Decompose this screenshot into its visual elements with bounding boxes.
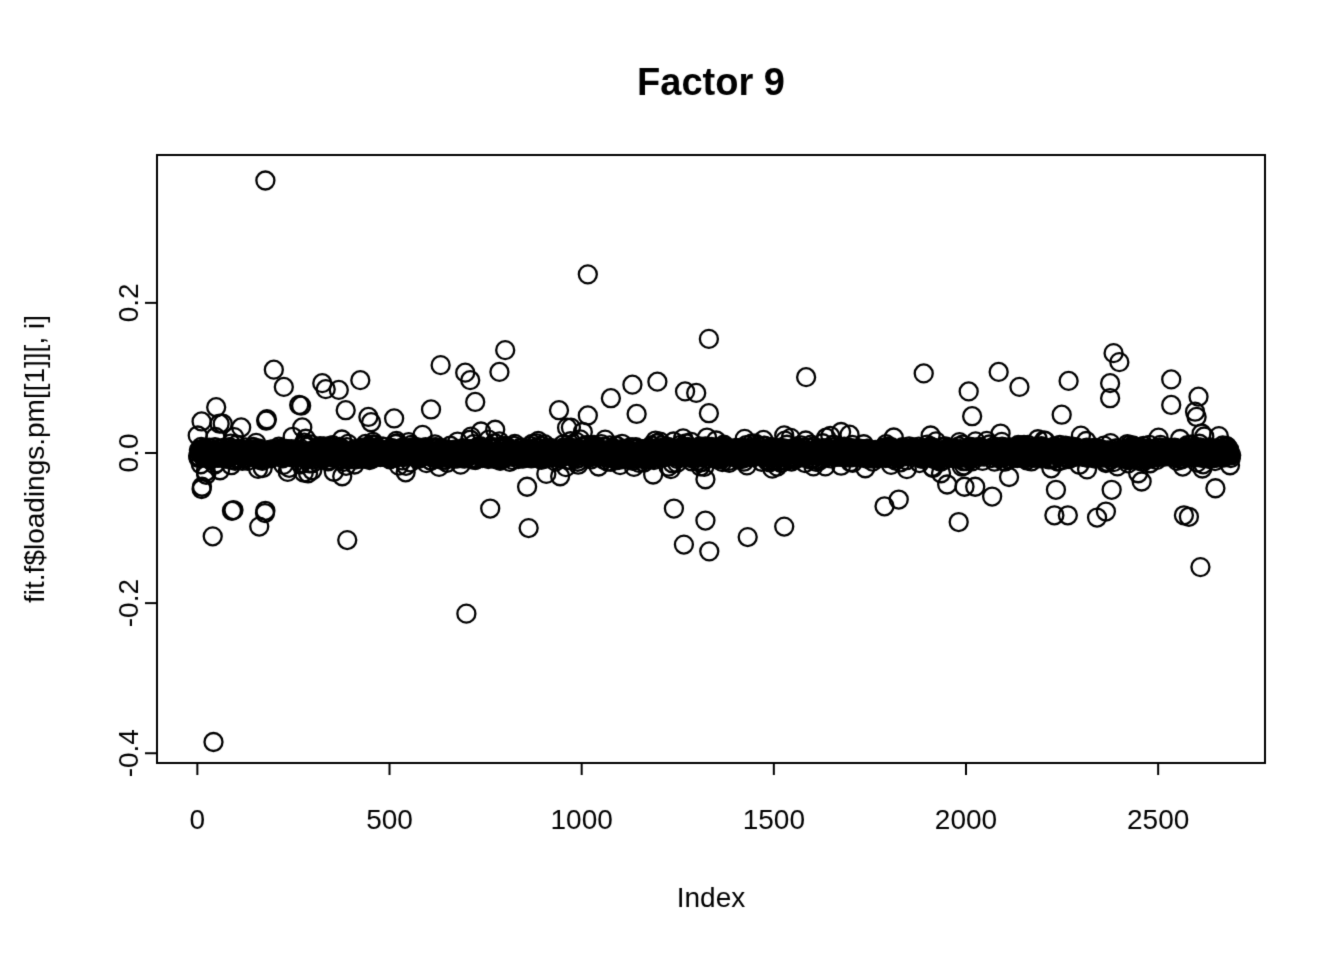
plot-canvas: [0, 0, 1344, 960]
scatter-plot-figure: [0, 0, 1344, 960]
